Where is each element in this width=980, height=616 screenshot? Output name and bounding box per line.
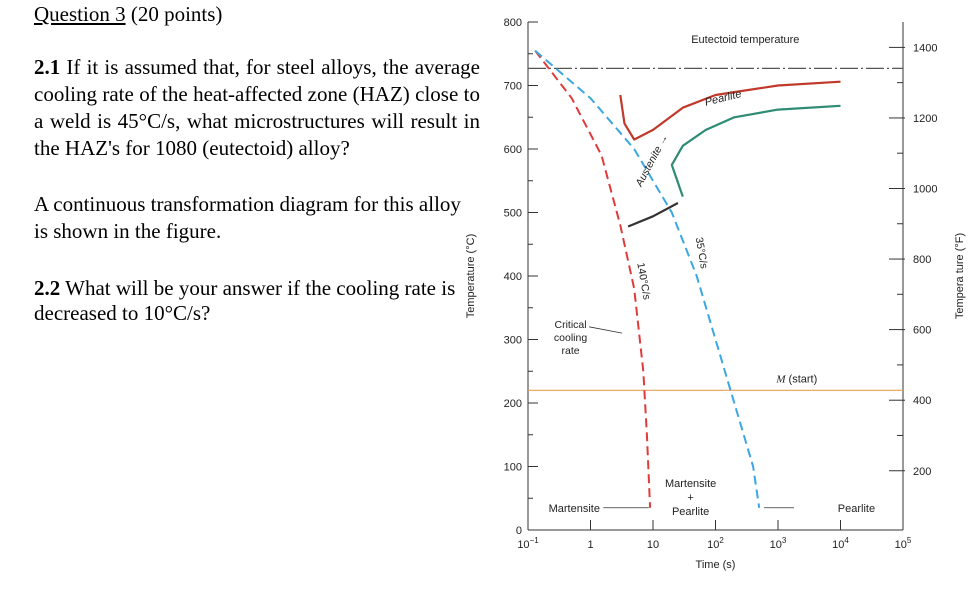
y-tick-label-left: 0 <box>516 525 522 537</box>
y-tick-label-left: 700 <box>504 81 522 93</box>
y-tick-label-left: 400 <box>504 271 522 283</box>
critical-pointer <box>589 326 623 334</box>
x-tick-label: 104 <box>832 536 849 551</box>
x-tick-label: 105 <box>895 536 912 551</box>
question-2-1-followup: A continuous transformation diagram for … <box>34 192 461 243</box>
question-number: Question 3 <box>34 2 126 26</box>
series-curve-3 <box>534 49 652 508</box>
series-curve-4 <box>534 49 761 508</box>
y-tick-label-right: 1200 <box>913 113 937 125</box>
y-tick-label-left: 300 <box>504 335 522 347</box>
critical-cooling-label: Critical <box>555 319 587 331</box>
x-tick-label: 102 <box>707 536 724 551</box>
y-tick-label-right: 600 <box>913 325 931 337</box>
martensite-pearlite-label: Pearlite <box>672 506 709 518</box>
x-tick-label: 10 <box>647 539 659 551</box>
y-tick-label-right: 1400 <box>913 42 937 54</box>
rate-35-label: 35°C/s <box>693 236 710 269</box>
question-2-1-text: If it is assumed that, for steel alloys,… <box>34 55 480 160</box>
series-curve-0 <box>619 80 841 141</box>
y-tick-label-left: 600 <box>504 144 522 156</box>
question-title: Question 3 (20 points) <box>34 2 222 27</box>
question-2-2: 2.2 What will be your answer if the cool… <box>34 276 480 326</box>
y-tick-label-right: 800 <box>913 254 931 266</box>
y-axis-title-right: Tempera ture (°F) <box>954 233 966 319</box>
x-tick-label: 1 <box>587 539 593 551</box>
x-tick-label: 103 <box>770 536 787 551</box>
critical-cooling-label: rate <box>562 345 580 357</box>
y-axis-title-left: Temperature (°C) <box>465 234 477 318</box>
pearlite-label-top: Pearlite <box>704 88 743 109</box>
series-curve-1 <box>670 104 841 197</box>
question-2-1-number: 2.1 <box>34 55 61 79</box>
x-axis-title: Time (s) <box>696 559 736 571</box>
pearlite-label-bottom: Pearlite <box>838 503 875 515</box>
martensite-pearlite-label: Martensite <box>665 478 716 490</box>
rate-140-label: 140°C/s <box>634 262 652 301</box>
series-curve-2 <box>627 202 679 228</box>
y-tick-label-left: 500 <box>504 208 522 220</box>
y-tick-label-right: 400 <box>913 395 931 407</box>
y-tick-label-left: 100 <box>504 462 522 474</box>
question-points: (20 points) <box>125 2 223 26</box>
critical-cooling-label: cooling <box>554 332 587 344</box>
martensite-label: Martensite <box>549 503 600 515</box>
y-tick-label-right: 200 <box>913 466 931 478</box>
eutectoid-label: Eutectoid temperature <box>691 34 799 46</box>
x-tick-label: 10−1 <box>517 536 539 551</box>
question-2-2-text: What will be your answer if the cooling … <box>34 276 456 325</box>
question-2-2-number: 2.2 <box>34 276 61 300</box>
martensite-pearlite-label: + <box>687 492 693 504</box>
y-tick-label-left: 200 <box>504 398 522 410</box>
y-tick-label-right: 1000 <box>913 183 937 195</box>
question-2-1: 2.1 If it is assumed that, for steel all… <box>34 54 480 162</box>
austenite-label: Austenite → <box>633 132 671 189</box>
y-tick-label-left: 800 <box>504 17 522 29</box>
m-start-label: M (start) <box>775 374 817 386</box>
